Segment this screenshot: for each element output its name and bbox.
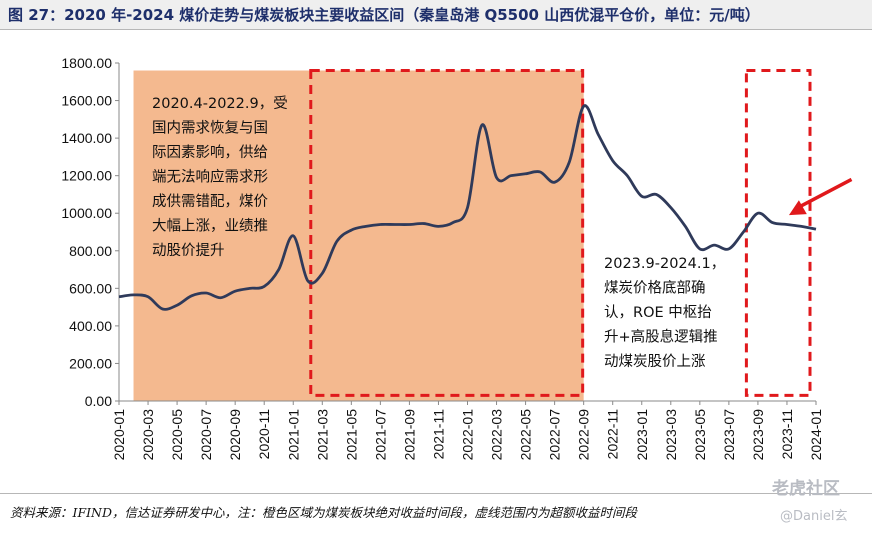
x-tick-label: 2022-07 — [547, 409, 563, 461]
y-tick-label: 400.00 — [69, 318, 112, 334]
y-tick-label: 1400.00 — [61, 130, 112, 146]
watermark-logo-text: 老虎社区 — [772, 479, 840, 499]
x-tick-label: 2022-05 — [518, 409, 534, 461]
x-tick-label: 2022-01 — [460, 409, 476, 461]
annotation-right-line: 动煤炭股价上涨 — [604, 353, 706, 370]
x-tick-label: 2021-09 — [401, 409, 417, 461]
x-tick-label: 2022-03 — [489, 409, 505, 461]
x-tick-label: 2020-07 — [198, 409, 214, 461]
watermark-user: @Daniel玄 — [780, 509, 848, 524]
y-tick-label: 800.00 — [69, 243, 112, 259]
arrow-shaft — [798, 177, 853, 209]
shaded-region — [133, 70, 584, 401]
x-tick-label: 2023-09 — [750, 409, 766, 461]
price-series-line — [118, 104, 817, 311]
x-tick-label: 2023-11 — [779, 409, 795, 460]
annotation-right-line: 认，ROE 中枢抬 — [604, 304, 712, 321]
x-tick-label: 2021-01 — [285, 409, 301, 461]
annotation-right-line: 升+高股息逻辑推 — [604, 329, 718, 346]
y-tick-label: 1600.00 — [61, 93, 112, 109]
annotation-left-line: 端无法响应需求形 — [152, 168, 268, 186]
annotation-right-line: 煤炭价格底部确 — [604, 280, 706, 297]
x-tick-label: 2020-09 — [227, 409, 243, 461]
x-tick-label: 2021-03 — [314, 409, 330, 461]
annotation-left-line: 动股价提升 — [152, 242, 225, 259]
x-tick-label: 2021-07 — [372, 409, 388, 461]
dashed-region-1 — [309, 69, 585, 397]
annotation-left-line: 大幅上涨，业绩推 — [152, 218, 268, 235]
x-tick-label: 2020-03 — [140, 409, 156, 461]
dashed-region-2 — [744, 69, 812, 397]
figure-title: 图 27：2020 年-2024 煤价走势与煤炭板块主要收益区间（秦皇岛港 Q5… — [0, 0, 872, 30]
annotation-left-line: 国内需求恢复与国 — [152, 119, 268, 137]
x-tick-label: 2024-01 — [808, 409, 824, 461]
y-tick-label: 1200.00 — [61, 168, 112, 184]
x-tick-label: 2023-03 — [663, 409, 679, 461]
x-tick-label: 2023-05 — [692, 409, 708, 461]
x-tick-label: 2020-01 — [111, 409, 127, 461]
annotation-left-line: 际因素影响，供给 — [152, 144, 268, 161]
annotation-left-line: 2020.4-2022.9，受 — [152, 95, 288, 112]
annotation-left-line: 成供需错配，煤价 — [152, 193, 268, 210]
annotation-right-line: 2023.9-2024.1， — [604, 256, 725, 272]
x-tick-label: 2022-09 — [576, 409, 592, 461]
x-tick-label: 2021-05 — [343, 409, 359, 461]
x-tick-label: 2023-01 — [634, 409, 650, 461]
x-tick-label: 2021-11 — [430, 409, 446, 460]
chart: 0.00 200.00 400.00 600.00 800.00 1000.00 1200.… — [61, 55, 853, 461]
y-tick-label: 200.00 — [69, 355, 112, 371]
x-tick-label: 2020-05 — [169, 409, 185, 461]
source-note: 资料来源：IFIND，信达证券研发中心，注：橙色区域为煤炭板块绝对收益时间段，虚… — [0, 493, 872, 533]
x-tick-label: 2023-07 — [721, 409, 737, 461]
y-tick-label: 600.00 — [69, 280, 112, 296]
y-tick-label: 1800.00 — [61, 55, 112, 71]
y-tick-label: 0.00 — [85, 393, 112, 409]
x-tick-label: 2020-11 — [256, 409, 272, 460]
y-tick-label: 1000.00 — [61, 205, 112, 221]
x-tick-label: 2022-11 — [605, 409, 621, 460]
arrow-head — [788, 200, 807, 216]
